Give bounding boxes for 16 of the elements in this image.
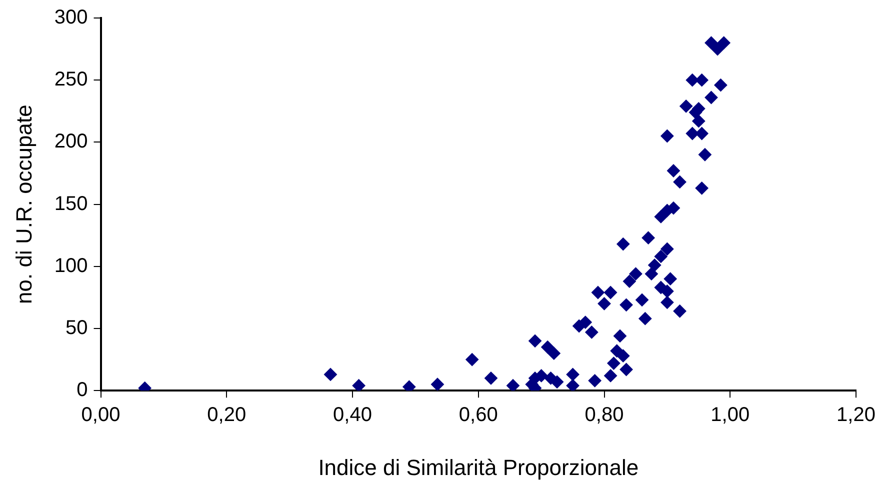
y-tick-label: 250 <box>54 68 88 91</box>
y-tick-label: 0 <box>76 379 88 402</box>
y-tick-label: 200 <box>54 130 88 153</box>
x-tick-label: 1,20 <box>836 404 876 426</box>
y-tick-label: 50 <box>66 317 88 340</box>
x-tick-label: 0,00 <box>81 404 120 426</box>
x-tick-label: 0,20 <box>207 404 246 426</box>
y-tick-label: 100 <box>54 254 88 277</box>
x-tick-label: 0,40 <box>333 404 372 426</box>
y-axis-title: no. di U.R. occupate <box>11 104 36 304</box>
y-tick-label: 150 <box>54 192 88 215</box>
x-tick-label: 0,60 <box>458 404 498 426</box>
x-tick-label: 1,00 <box>710 404 750 426</box>
x-axis-title: Indice di Similarità Proporzionale <box>318 454 639 480</box>
x-tick-label: 0,80 <box>584 404 624 426</box>
y-tick-label: 300 <box>54 6 88 29</box>
